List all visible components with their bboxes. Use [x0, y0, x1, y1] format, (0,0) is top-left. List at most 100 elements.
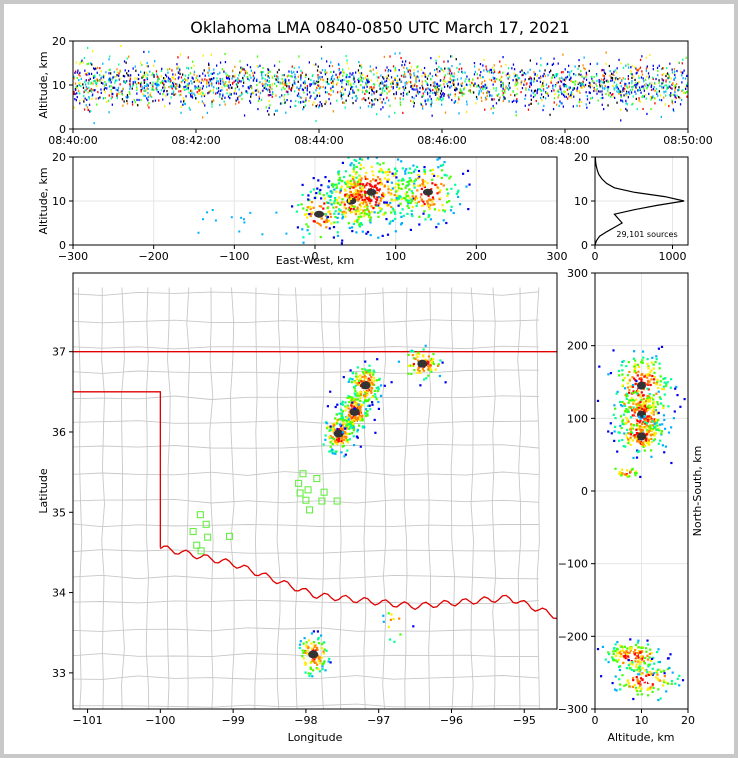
time-source-mark	[120, 90, 122, 94]
time-source-mark	[355, 85, 357, 88]
time-source-mark	[148, 50, 150, 53]
time-source-mark	[554, 76, 556, 79]
time-source-mark	[366, 74, 369, 78]
time-source-mark	[237, 95, 239, 98]
map-source-mark	[370, 387, 374, 390]
time-source-mark	[93, 67, 95, 70]
time-source-mark	[132, 67, 134, 70]
time-source-mark	[613, 70, 615, 73]
time-source-mark	[410, 99, 412, 103]
time-source-mark	[83, 100, 85, 103]
time-source-mark	[267, 75, 269, 78]
ew-source-mark	[338, 178, 342, 182]
map-source-mark	[312, 630, 315, 633]
map-y-tick-label: 36	[52, 426, 66, 439]
time-source-mark	[589, 82, 591, 85]
time-source-mark	[454, 89, 457, 92]
time-source-mark	[229, 75, 231, 78]
ew-source-mark	[375, 141, 377, 143]
lma-station-marker	[304, 486, 312, 494]
time-source-mark	[431, 114, 433, 117]
time-source-mark	[516, 93, 518, 96]
time-source-mark	[90, 110, 92, 113]
ns-source-mark	[643, 421, 646, 424]
ew-source-mark	[366, 182, 369, 185]
ew-source-mark	[285, 232, 288, 235]
time-source-mark	[296, 70, 298, 73]
ew-source-mark	[345, 193, 348, 196]
time-source-mark	[212, 78, 214, 81]
ew-source-mark	[358, 223, 361, 226]
time-source-mark	[387, 74, 390, 77]
time-source-mark	[568, 87, 570, 90]
time-source-mark	[74, 88, 77, 91]
time-source-mark	[319, 78, 322, 81]
ew-source-mark	[338, 176, 341, 179]
time-source-mark	[540, 96, 542, 100]
east-west-xlabel: East-West, km	[276, 254, 354, 267]
time-source-mark	[389, 55, 391, 58]
state-boundary	[73, 391, 161, 548]
time-source-mark	[75, 86, 77, 89]
time-source-mark	[146, 65, 148, 68]
ns-source-mark	[623, 651, 626, 654]
time-source-mark	[126, 80, 128, 83]
ns-source-mark	[626, 475, 629, 478]
time-source-mark	[390, 76, 393, 79]
time-source-mark	[208, 81, 210, 84]
time-source-mark	[174, 93, 177, 96]
time-source-mark	[598, 80, 600, 83]
time-source-mark	[201, 93, 204, 97]
time-source-mark	[136, 86, 138, 89]
time-source-mark	[298, 89, 300, 92]
time-source-mark	[386, 66, 388, 69]
ns-source-mark	[658, 396, 661, 399]
time-source-mark	[156, 73, 158, 76]
map-source-mark	[352, 429, 355, 432]
time-source-mark	[650, 95, 652, 98]
map-source-mark	[317, 638, 320, 641]
time-source-mark	[680, 70, 682, 74]
time-source-mark	[86, 63, 88, 66]
time-source-mark	[116, 68, 118, 71]
time-source-mark	[436, 82, 439, 85]
time-source-mark	[417, 76, 419, 79]
ew-source-mark	[355, 191, 358, 194]
time-source-mark	[324, 86, 327, 89]
time-source-mark	[290, 70, 292, 73]
time-source-mark	[140, 83, 142, 86]
ns-source-mark	[648, 656, 651, 659]
time-source-mark	[239, 60, 241, 63]
ew-source-mark	[318, 205, 321, 208]
map-source-mark	[368, 369, 371, 372]
ew-source-mark	[381, 171, 384, 174]
time-source-mark	[303, 86, 306, 89]
time-source-mark	[99, 67, 101, 70]
time-source-mark	[208, 62, 210, 65]
time-source-mark	[380, 108, 382, 111]
time-source-mark	[219, 103, 221, 107]
ns-source-mark	[638, 415, 641, 418]
time-source-mark	[511, 100, 513, 103]
map-source-mark	[318, 656, 321, 659]
ew-source-mark	[312, 188, 315, 191]
ns-source-mark	[638, 377, 641, 380]
time-source-mark	[290, 75, 292, 78]
time-source-mark	[426, 82, 428, 85]
east-west-ylabel: Altitude, km	[37, 167, 50, 234]
ew-source-mark	[340, 201, 343, 204]
time-source-mark	[368, 91, 370, 95]
ew-source-mark	[311, 211, 314, 214]
ew-source-mark	[420, 187, 423, 190]
time-source-mark	[249, 101, 252, 104]
time-source-mark	[212, 91, 215, 94]
map-source-mark	[373, 379, 376, 382]
time-source-mark	[281, 94, 283, 97]
time-source-mark	[199, 92, 202, 95]
time-source-mark	[297, 92, 300, 95]
map-source-mark	[357, 383, 360, 386]
time-source-mark	[80, 77, 82, 80]
time-source-mark	[83, 56, 85, 60]
map-source-mark	[432, 353, 435, 356]
